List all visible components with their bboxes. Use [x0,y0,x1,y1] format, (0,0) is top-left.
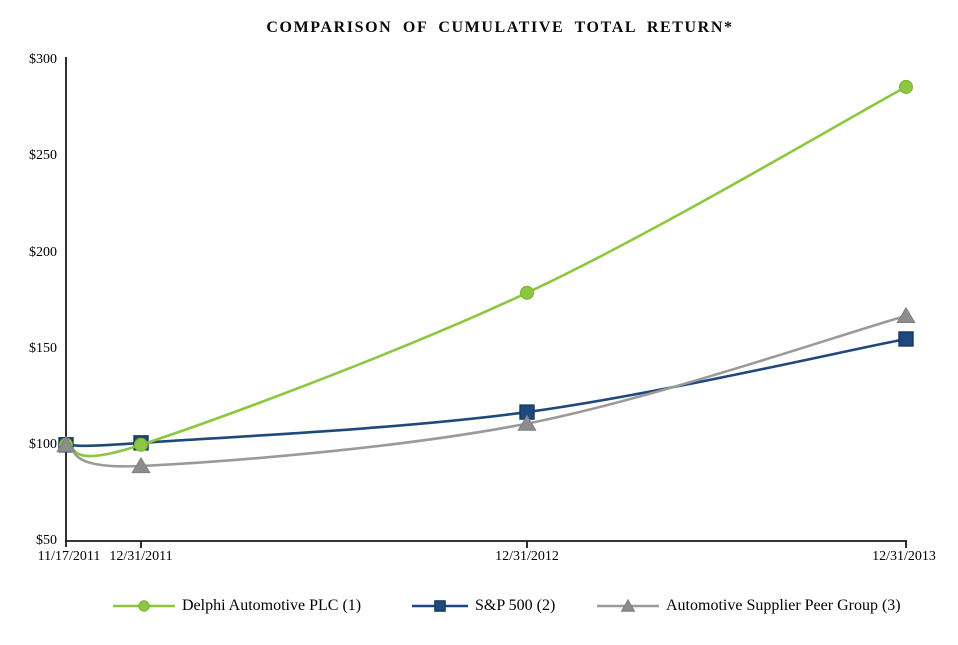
y-tick-label: $50 [36,533,57,548]
legend-item-sp500: S&P 500 (2) [412,595,555,617]
legend-line-square-icon [412,600,468,612]
y-tick-label: $150 [29,341,57,356]
x-tick-label: 11/17/2011 [37,549,101,564]
chart-title: COMPARISON OF CUMULATIVE TOTAL RETURN* [266,19,734,36]
legend-line-circle-icon [113,600,175,612]
y-tick-label: $250 [29,148,57,163]
y-tick-label: $100 [29,437,57,452]
y-tick-label: $200 [29,245,57,260]
legend-item-peer-group: Automotive Supplier Peer Group (3) [597,595,901,617]
x-tick-label: 12/31/2013 [872,549,936,564]
legend-item-delphi: Delphi Automotive PLC (1) [113,595,361,617]
legend-label: Delphi Automotive PLC (1) [182,597,362,614]
legend-line-triangle-icon [597,598,659,612]
legend-label: S&P 500 (2) [475,597,556,614]
y-tick-label: $300 [29,52,57,67]
x-tick-label: 12/31/2011 [109,549,173,564]
x-tick-label: 12/31/2012 [495,549,559,564]
legend-label: Automotive Supplier Peer Group (3) [666,597,901,614]
